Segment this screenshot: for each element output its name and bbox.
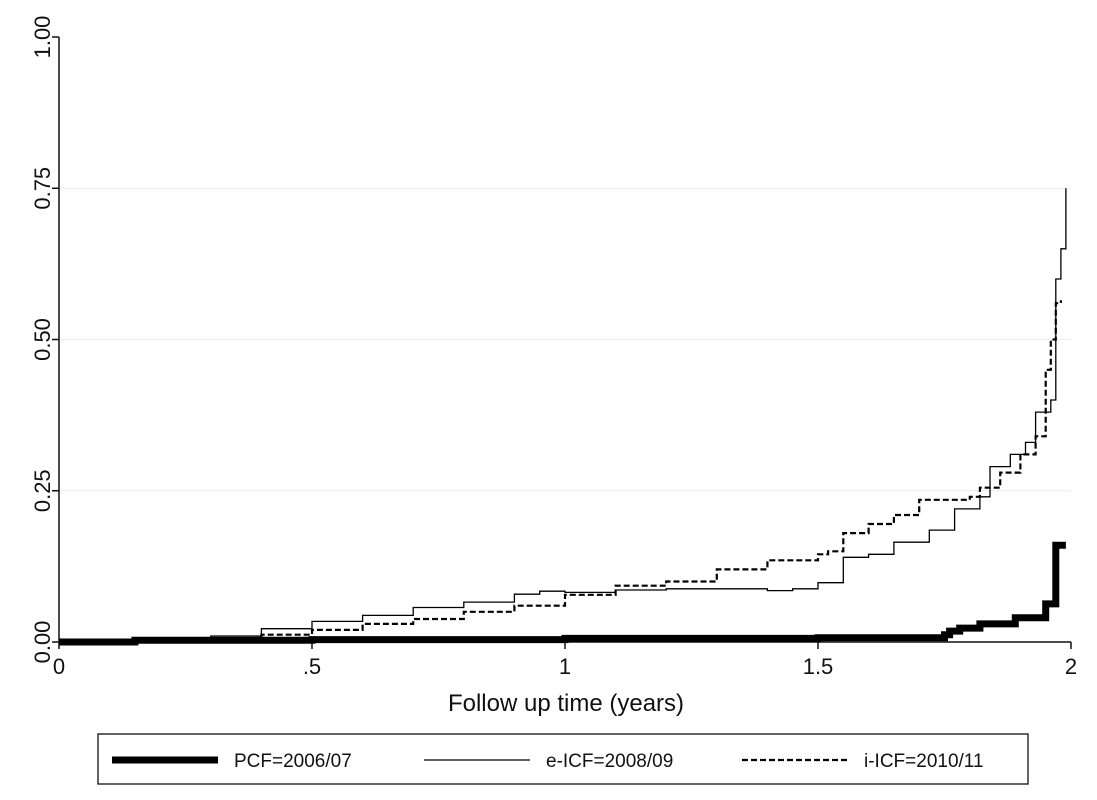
- gridlines: [59, 187, 1071, 492]
- x-tick-label-3: 1.5: [803, 654, 834, 679]
- x-tick-label-1: .5: [303, 654, 321, 679]
- y-tick-label-2: 0.50: [30, 318, 55, 361]
- x-tick-label-0: 0: [53, 654, 65, 679]
- x-tick-label-2: 1: [559, 654, 571, 679]
- legend: PCF=2006/07 e-ICF=2008/09 i-ICF=2010/11: [97, 733, 1029, 785]
- legend-label-1: e-ICF=2008/09: [546, 751, 673, 772]
- x-axis-label: Follow up time (years): [448, 690, 684, 717]
- series-line-2: [59, 300, 1062, 644]
- tick-labels: 0.00 0.25 0.50 0.75 1.00 0 .5 1 1.5 2: [30, 16, 1077, 679]
- y-tick-label-4: 1.00: [30, 16, 55, 59]
- legend-label-2: i-ICF=2010/11: [864, 751, 984, 772]
- series-lines: [59, 188, 1067, 646]
- x-tick-label-4: 2: [1065, 654, 1077, 679]
- series-line-0: [59, 541, 1066, 646]
- axes: [52, 36, 1072, 649]
- legend-box: [97, 733, 1029, 785]
- y-tick-label-3: 0.75: [30, 167, 55, 210]
- y-tick-label-1: 0.25: [30, 469, 55, 512]
- y-tick-label-0: 0.00: [30, 621, 55, 664]
- series-line-1: [59, 188, 1067, 643]
- legend-label-0: PCF=2006/07: [234, 751, 352, 772]
